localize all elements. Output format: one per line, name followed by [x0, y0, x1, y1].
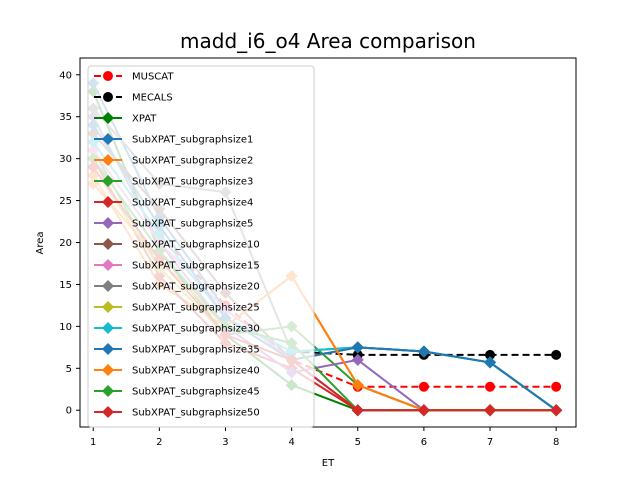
- legend-item: SubXPAT_subgraphsize45: [94, 385, 260, 398]
- legend-swatch-marker: [102, 175, 114, 187]
- legend-label: SubXPAT_subgraphsize2: [132, 156, 253, 167]
- data-point: [351, 404, 364, 417]
- legend-swatch-marker: [102, 280, 114, 292]
- chart-title: madd_i6_o4 Area comparison: [180, 29, 476, 53]
- x-tick-label: 1: [90, 437, 96, 448]
- legend-item: SubXPAT_subgraphsize20: [94, 280, 260, 293]
- data-point: [417, 404, 430, 417]
- legend-item: SubXPAT_subgraphsize35: [94, 343, 260, 356]
- legend-label: MUSCAT: [132, 72, 174, 83]
- legend-label: SubXPAT_subgraphsize20: [132, 282, 260, 293]
- legend-swatch-marker: [102, 322, 114, 334]
- data-point: [551, 381, 562, 392]
- legend-item: SubXPAT_subgraphsize4: [94, 196, 253, 209]
- legend-box: [87, 65, 315, 428]
- legend-label: SubXPAT_subgraphsize15: [132, 261, 260, 272]
- legend-item: SubXPAT_subgraphsize10: [94, 238, 260, 251]
- legend-label: SubXPAT_subgraphsize35: [132, 345, 260, 356]
- legend-label: SubXPAT_subgraphsize5: [132, 219, 253, 230]
- y-tick-label: 0: [66, 406, 72, 417]
- data-point: [417, 345, 430, 358]
- legend-item: SubXPAT_subgraphsize30: [94, 322, 260, 335]
- legend-label: SubXPAT_subgraphsize50: [132, 408, 260, 419]
- legend-item: SubXPAT_subgraphsize50: [94, 406, 260, 419]
- legend-label: SubXPAT_subgraphsize4: [132, 198, 253, 209]
- x-axis-label: ET: [322, 458, 335, 469]
- legend-swatch-marker: [102, 406, 114, 418]
- y-tick-label: 40: [59, 70, 72, 81]
- y-tick-label: 30: [59, 154, 72, 165]
- data-point: [551, 349, 562, 360]
- data-point: [351, 341, 364, 354]
- legend-label: SubXPAT_subgraphsize1: [132, 135, 253, 146]
- legend-item: SubXPAT_subgraphsize1: [94, 133, 253, 146]
- legend-swatch-marker: [102, 133, 114, 145]
- legend-label: SubXPAT_subgraphsize10: [132, 240, 260, 251]
- axis-ticks: 1 2 3 4 5 6 7 8 0 5 10 15 20 25 30 35 40: [59, 70, 559, 448]
- legend-item: SubXPAT_subgraphsize2: [94, 154, 253, 167]
- x-tick-label: 7: [487, 437, 493, 448]
- legend-swatch-marker: [103, 71, 113, 81]
- legend-swatch-marker: [102, 238, 114, 250]
- legend-swatch-marker: [102, 112, 114, 124]
- legend-label: SubXPAT_subgraphsize45: [132, 387, 260, 398]
- data-point: [485, 381, 496, 392]
- legend-item: SubXPAT_subgraphsize15: [94, 259, 260, 272]
- data-point: [484, 356, 497, 369]
- y-tick-label: 5: [66, 364, 72, 375]
- legend-label: SubXPAT_subgraphsize25: [132, 303, 260, 314]
- legend-swatch-marker: [102, 343, 114, 355]
- legend-swatch-marker: [102, 217, 114, 229]
- legend-item: SubXPAT_subgraphsize5: [94, 217, 253, 230]
- x-tick-label: 6: [421, 437, 427, 448]
- data-point: [484, 404, 497, 417]
- legend-label: SubXPAT_subgraphsize3: [132, 177, 253, 188]
- legend-label: SubXPAT_subgraphsize40: [132, 366, 260, 377]
- legend-swatch-marker: [102, 196, 114, 208]
- x-tick-label: 2: [156, 437, 162, 448]
- y-tick-label: 20: [59, 238, 72, 249]
- x-tick-label: 8: [553, 437, 559, 448]
- legend-item: SubXPAT_subgraphsize40: [94, 364, 260, 377]
- x-tick-label: 5: [355, 437, 361, 448]
- legend-swatch-marker: [102, 259, 114, 271]
- legend: MUSCAT MECALS XPAT SubXPAT_subgraphsize1 Sub…: [87, 65, 315, 428]
- legend-item: MUSCAT: [94, 71, 174, 83]
- legend-item: MECALS: [94, 92, 173, 104]
- data-point: [550, 404, 563, 417]
- legend-item: SubXPAT_subgraphsize3: [94, 175, 253, 188]
- y-tick-label: 25: [59, 196, 72, 207]
- y-tick-label: 15: [59, 280, 72, 291]
- x-tick-label: 3: [222, 437, 228, 448]
- legend-item: XPAT: [94, 112, 157, 125]
- legend-swatch-marker: [103, 92, 113, 102]
- y-tick-label: 35: [59, 112, 72, 123]
- legend-label: XPAT: [132, 114, 157, 125]
- data-point: [485, 349, 496, 360]
- data-point: [418, 381, 429, 392]
- legend-item: SubXPAT_subgraphsize25: [94, 301, 260, 314]
- legend-label: MECALS: [132, 93, 173, 104]
- legend-swatch-marker: [102, 385, 114, 397]
- y-tick-label: 10: [59, 322, 72, 333]
- data-point: [351, 379, 364, 392]
- legend-swatch-marker: [102, 364, 114, 376]
- x-tick-label: 4: [288, 437, 294, 448]
- legend-swatch-marker: [102, 154, 114, 166]
- legend-swatch-marker: [102, 301, 114, 313]
- legend-label: SubXPAT_subgraphsize30: [132, 324, 260, 335]
- y-axis-label: Area: [35, 231, 46, 254]
- data-point: [351, 353, 364, 366]
